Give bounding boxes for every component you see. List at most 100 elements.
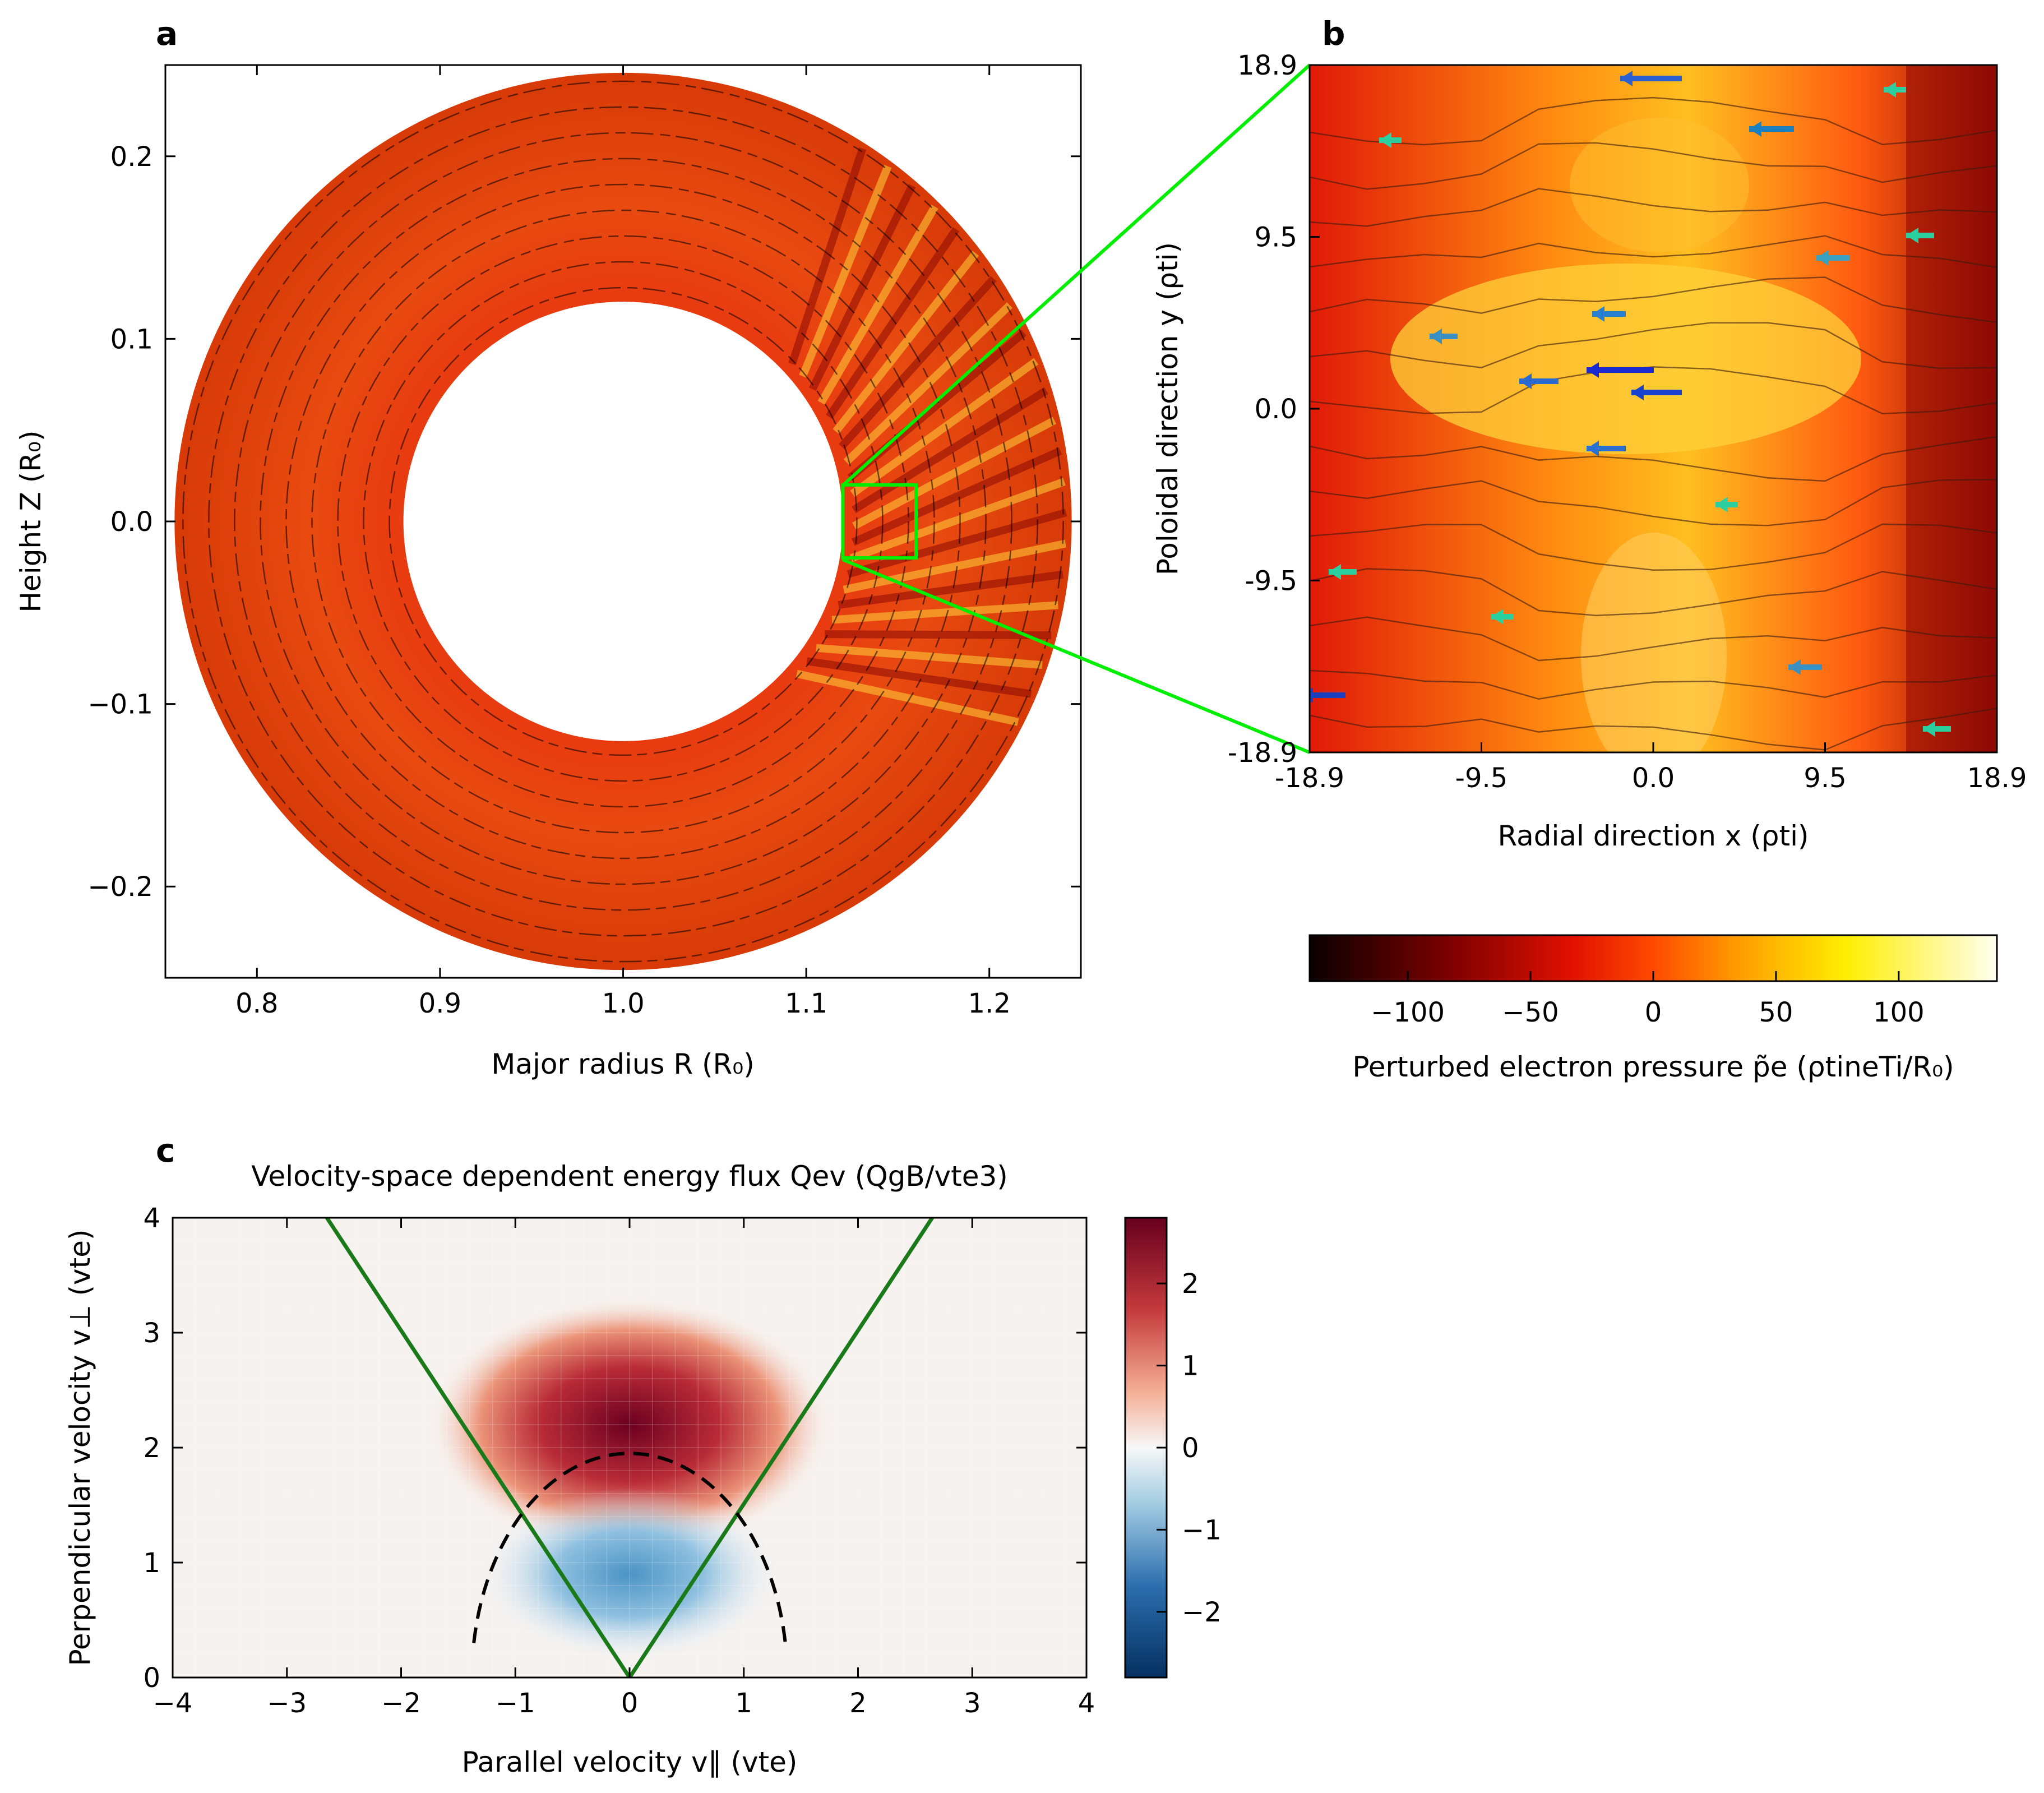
flux-colorbar-ticks: 2 1 0 −1 −2 [1157, 1268, 1222, 1628]
pressure-contour [1310, 276, 1997, 324]
x-tick-label: −3 [267, 1688, 307, 1719]
negative-flux-region [481, 1487, 778, 1661]
flow-arrow-head [1620, 71, 1633, 86]
panel-a-letter: a [156, 15, 178, 53]
x-tick-label: 0.8 [235, 988, 278, 1019]
x-tick-label: -9.5 [1455, 763, 1508, 794]
x-tick-label: 3 [964, 1688, 981, 1719]
colorbar-tick-label: 0 [1182, 1432, 1199, 1464]
y-tick-label: −0.1 [87, 689, 153, 720]
x-tick-label: −1 [496, 1688, 535, 1719]
pressure-contour [1310, 616, 1997, 662]
turbulence-stripe [831, 601, 1058, 624]
y-tick-label: 9.5 [1255, 222, 1297, 253]
panel-c-title: Velocity-space dependent energy flux Qev… [251, 1160, 1008, 1193]
x-tick-label: −4 [153, 1688, 193, 1719]
flow-arrow-head [1379, 132, 1391, 148]
pressure-contour [1310, 568, 1997, 617]
contour-ring [208, 106, 1038, 937]
x-tick-label: 1.1 [785, 988, 827, 1019]
y-tick-label: −0.2 [87, 871, 153, 903]
y-tick-label: 4 [143, 1203, 160, 1234]
x-tick-label: 0.0 [1632, 763, 1675, 794]
flow-arrow-head [1749, 121, 1761, 137]
pressure-contour [1310, 669, 1997, 700]
pressure-contour [1310, 322, 1997, 369]
y-tick-label: -18.9 [1228, 737, 1297, 769]
turbulence-stripe [852, 417, 1057, 530]
panel-b-contours [1310, 96, 1997, 751]
colorbar-tick-label: 50 [1759, 997, 1793, 1028]
panel-c-ylabel: Perpendicular velocity v⊥ (vte) [64, 1230, 96, 1666]
colorbar-tick-label: −2 [1182, 1597, 1222, 1628]
turbulence-stripe [816, 644, 1043, 669]
zoom-connector-top [841, 63, 1311, 487]
trapped-passing-boundary [325, 1218, 934, 1678]
panel-b-xlabel: Radial direction x (ρti) [1497, 820, 1809, 852]
contour-ring [182, 80, 1064, 963]
positive-flux-region [429, 1298, 830, 1551]
annulus-contours [182, 80, 1064, 963]
panel-c-xlabel: Parallel velocity v∥ (vte) [462, 1746, 798, 1778]
panel-a-ylabel: Height Z (R₀) [15, 430, 47, 612]
flow-arrow-head [1587, 362, 1599, 378]
contour-ring [260, 158, 987, 885]
pressure-colorbar-label: Perturbed electron pressure p̃e (ρtineTi… [1352, 1051, 1954, 1083]
turbulence-stripe [850, 358, 1039, 497]
turbulence-stripe [849, 478, 1066, 562]
pressure-contour [1310, 235, 1997, 268]
panel-b-bright-blob [1581, 533, 1727, 752]
flow-arrow-head [1906, 228, 1918, 243]
panel-c-letter: c [156, 1131, 175, 1170]
pressure-contour [1310, 366, 1997, 415]
x-tick-label: 18.9 [1967, 763, 2027, 794]
pressure-contour [1310, 142, 1997, 190]
colorbar-tick-label: −100 [1371, 997, 1445, 1028]
flow-arrow-head [1491, 609, 1504, 625]
flow-arrow-head [1310, 687, 1313, 703]
pressure-contour [1310, 708, 1997, 751]
turbulence-stripe [839, 276, 997, 450]
x-tick-label: 1.0 [602, 988, 644, 1019]
flow-arrow-head [1519, 373, 1532, 389]
flow-arrow-head [1884, 82, 1896, 98]
y-tick-label: 0.0 [1255, 394, 1297, 425]
colorbar-tick-label: 0 [1645, 997, 1662, 1028]
turbulence-stripe [843, 539, 1067, 594]
pressure-colorbar-ticks: −100 −50 0 50 100 [1371, 971, 1925, 1028]
contour-ring [234, 132, 1012, 911]
y-tick-label: 1 [143, 1547, 160, 1579]
contour-ring [311, 209, 935, 834]
y-tick-label: 3 [143, 1318, 160, 1349]
panel-a: a 0.8 0.9 1.0 1.1 1.2 0.2 0.1 0.0 −0.1 −0.2 Major… [15, 15, 1082, 1080]
flow-arrow-head [1923, 721, 1935, 737]
pressure-contour [1310, 523, 1997, 571]
flow-arrow-head [1430, 329, 1442, 344]
turbulence-stripe [806, 657, 1032, 698]
flow-arrow-head [1631, 385, 1644, 400]
turbulence-stripe [847, 509, 1067, 578]
panel-a-xlabel: Major radius R (R₀) [491, 1048, 755, 1080]
zoom-box [841, 483, 918, 560]
turbulence-stripe [838, 570, 1063, 609]
colorbar-tick-label: −50 [1502, 997, 1559, 1028]
x-tick-label: 9.5 [1803, 763, 1846, 794]
turbulence-stripe [788, 147, 867, 366]
y-tick-label: 0 [143, 1662, 160, 1694]
turbulence-stripe [843, 302, 1012, 465]
x-tick-label: 4 [1078, 1688, 1095, 1719]
y-tick-label: 0.2 [110, 141, 153, 173]
zoom-connector-bottom [841, 558, 1311, 754]
panel-a-ticks: 0.8 0.9 1.0 1.1 1.2 0.2 0.1 0.0 −0.1 −0.2 [87, 65, 1081, 1019]
flow-arrow-head [1788, 659, 1801, 675]
turbulence-stripe [851, 447, 1062, 546]
turbulence-stripe [799, 164, 892, 378]
turbulence-stripe [852, 387, 1049, 514]
contour-ring [389, 286, 858, 756]
colorbar-tick-label: 2 [1182, 1268, 1199, 1300]
y-tick-label: 0.1 [110, 324, 153, 355]
y-tick-label: 18.9 [1237, 50, 1297, 81]
pressure-contour [1310, 188, 1997, 227]
y-tick-label: -9.5 [1245, 566, 1297, 597]
